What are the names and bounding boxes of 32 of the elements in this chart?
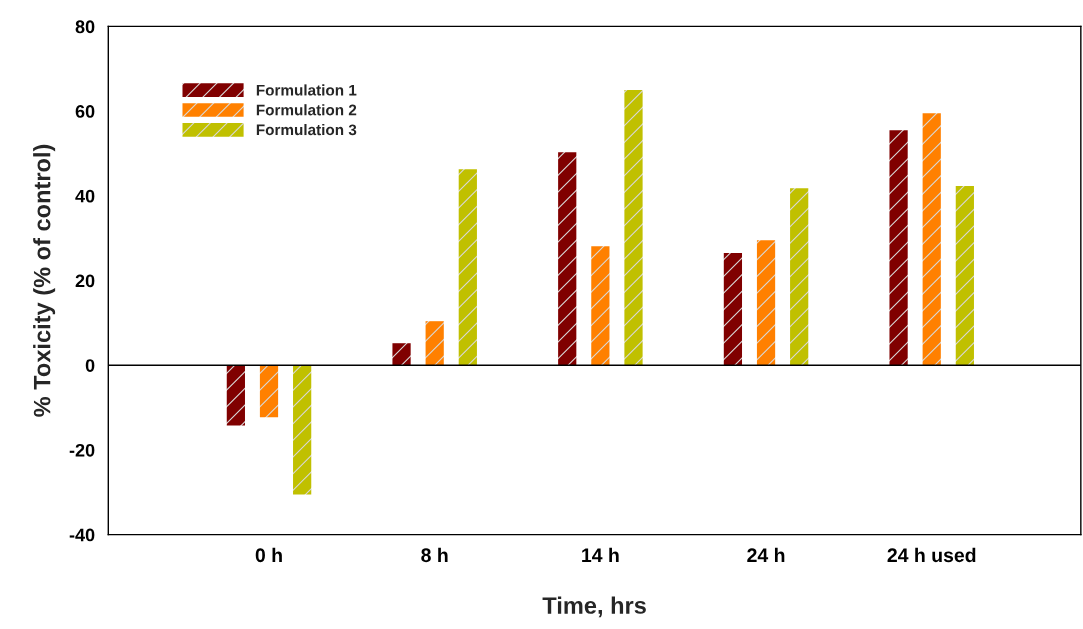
legend-label: Formulation 1 [256, 84, 357, 96]
x-tick-label: 8 h [421, 547, 448, 563]
legend-label: Formulation 3 [256, 124, 357, 136]
y-tick-label: -40 [69, 528, 95, 542]
bar [790, 188, 809, 366]
bar [756, 240, 776, 366]
bar [392, 343, 411, 366]
bar [591, 246, 610, 366]
legend-label: Formulation 2 [256, 104, 357, 116]
y-tick-label: 20 [75, 274, 95, 288]
x-tick-label: 14 h [582, 547, 619, 562]
bar [259, 365, 279, 418]
x-tick-label: 24 h used [887, 547, 976, 563]
x-tick-label: 24 h [747, 547, 785, 562]
y-tick-label: 80 [75, 20, 95, 34]
bar [293, 365, 312, 495]
bar [922, 113, 941, 366]
x-tick-label: 0 h [255, 547, 282, 563]
bar [226, 365, 245, 426]
y-tick-label: 40 [75, 189, 95, 203]
y-tick-label: 0 [85, 359, 95, 372]
bar [889, 130, 908, 366]
bar [955, 186, 974, 366]
y-tick-label: 60 [75, 105, 95, 118]
y-axis-title: % Toxicity (% of control) [33, 144, 56, 417]
bar [723, 253, 743, 366]
bar [558, 152, 577, 366]
bar [458, 169, 477, 366]
x-axis-title: Time, hrs [542, 596, 646, 618]
bar [425, 321, 444, 366]
y-tick-label: -20 [69, 443, 95, 457]
bar [624, 89, 643, 366]
